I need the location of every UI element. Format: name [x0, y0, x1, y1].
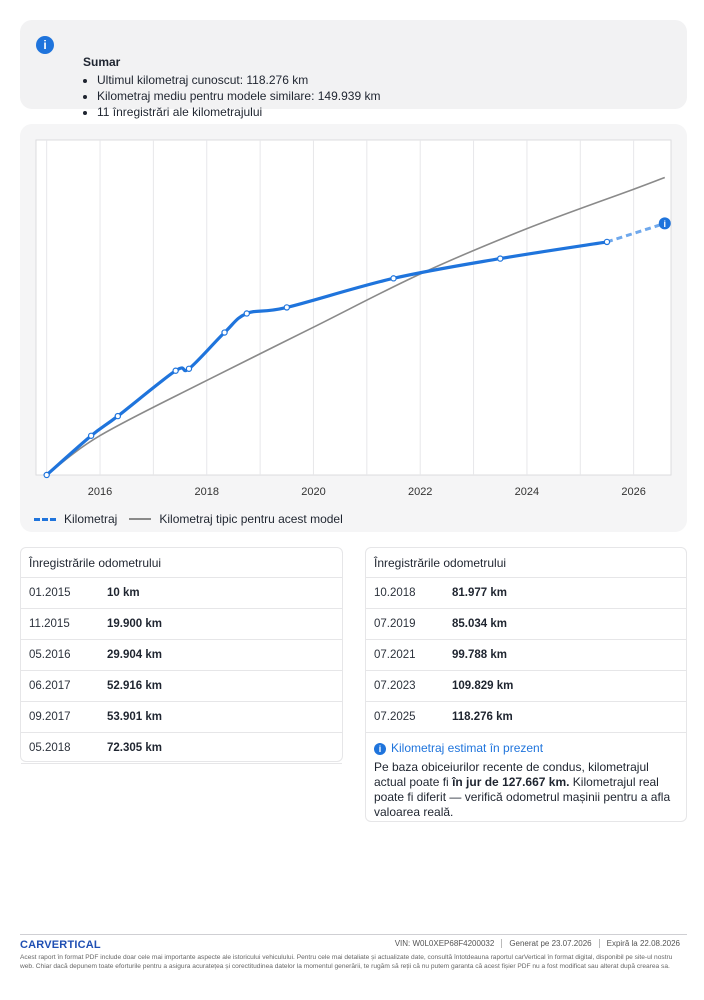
data-point — [497, 255, 504, 262]
data-point — [243, 310, 250, 317]
chart-legend: Kilometraj Kilometraj tipic pentru acest… — [34, 512, 355, 526]
record-date: 07.2023 — [374, 680, 416, 692]
table-row: 09.2017 53.901 km — [21, 702, 342, 733]
table-row: 06.2017 52.916 km — [21, 671, 342, 702]
record-date: 07.2025 — [374, 711, 416, 723]
record-date: 06.2017 — [29, 680, 71, 692]
info-icon: i — [374, 742, 386, 755]
legend-label-mileage: Kilometraj — [64, 512, 118, 526]
x-tick-label: 2022 — [408, 486, 432, 498]
record-date: 05.2016 — [29, 649, 71, 661]
record-date: 09.2017 — [29, 711, 71, 723]
table-row: 07.2021 99.788 km — [366, 640, 686, 671]
summary-item: 11 înregistrări ale kilometrajului — [97, 104, 380, 120]
table-row: 07.2023 109.829 km — [366, 671, 686, 702]
table-row: 07.2025 118.276 km — [366, 702, 686, 733]
record-date: 07.2021 — [374, 649, 416, 661]
summary-title: Sumar — [83, 55, 121, 69]
mileage-chart-card: 2016 2018 2020 2022 2024 2026 i Kilometraj Kil… — [20, 124, 687, 532]
x-tick-label: 2026 — [621, 486, 645, 498]
record-km: 72.305 km — [107, 742, 162, 754]
estimate-info-icon: i — [664, 219, 667, 229]
record-date: 07.2019 — [374, 618, 416, 630]
legend-swatch-typical — [129, 518, 152, 520]
series-line-typical — [46, 176, 666, 476]
info-icon: i — [36, 36, 54, 54]
estimate-box: i Kilometraj estimat în prezent Pe baza … — [366, 733, 686, 828]
table-row: 07.2019 85.034 km — [366, 609, 686, 640]
table-heading: Înregistrările odometrului — [366, 548, 686, 578]
disclaimer: Acest raport în format PDF include doar … — [20, 954, 673, 970]
record-km: 29.904 km — [107, 649, 162, 661]
estimate-title-row: i Kilometraj estimat în prezent — [374, 741, 678, 756]
summary-list: Ultimul kilometraj cunoscut: 118.276 km … — [83, 72, 380, 120]
data-point — [43, 471, 50, 479]
summary-item: Ultimul kilometraj cunoscut: 118.276 km — [97, 72, 380, 88]
record-km: 85.034 km — [452, 618, 507, 630]
data-point — [390, 275, 397, 282]
record-km: 10 km — [107, 587, 140, 599]
record-km: 52.916 km — [107, 680, 162, 692]
vin: VIN: W0L0XEP68F4200032 — [394, 939, 495, 948]
record-date: 01.2015 — [29, 587, 71, 599]
record-km: 99.788 km — [452, 649, 507, 661]
record-km: 81.977 km — [452, 587, 507, 599]
mileage-chart: 2016 2018 2020 2022 2024 2026 i — [35, 139, 672, 498]
legend-item-mileage: Kilometraj — [34, 512, 117, 526]
record-km: 53.901 km — [107, 711, 162, 723]
data-point — [87, 432, 95, 439]
table-row: 05.2018 72.305 km — [21, 733, 342, 764]
table-row: 01.2015 10 km — [21, 578, 342, 609]
estimate-marker — [658, 217, 671, 230]
table-row: 11.2015 19.900 km — [21, 609, 342, 640]
record-date: 05.2018 — [29, 742, 71, 754]
carvertical-logo: CARVERTICAL — [20, 939, 101, 951]
record-km: 19.900 km — [107, 618, 162, 630]
table-heading: Înregistrările odometrului — [21, 548, 342, 578]
footer: CARVERTICAL VIN: W0L0XEP68F4200032 Gener… — [20, 934, 687, 970]
x-tick-label: 2024 — [515, 486, 539, 498]
summary-box: i Sumar Ultimul kilometraj cunoscut: 118… — [20, 20, 687, 119]
report-meta: VIN: W0L0XEP68F4200032 Generat pe 23.07.… — [388, 939, 687, 948]
table-row: 10.2018 81.977 km — [366, 578, 686, 609]
estimate-text-before: Pe baza obiceiurilor recente de condus, … — [374, 760, 649, 789]
data-point — [283, 304, 290, 311]
generated-date: Generat pe 23.07.2026 — [501, 939, 598, 948]
table-row: 05.2016 29.904 km — [21, 640, 342, 671]
record-km: 118.276 km — [452, 711, 513, 723]
series-line-estimate — [606, 221, 666, 244]
x-tick-label: 2020 — [301, 486, 325, 498]
x-tick-label: 2016 — [88, 486, 112, 498]
series-line-mileage — [45, 240, 609, 477]
data-point — [185, 365, 193, 372]
x-tick-label: 2018 — [195, 486, 219, 498]
odometer-records-table-right: Înregistrările odometrului 10.2018 81.977… — [365, 547, 687, 822]
estimate-text-after: Kilometrajul real poate fi diferit — ver… — [374, 775, 671, 819]
estimate-text-bold: în jur de 127.667 km. — [452, 775, 570, 789]
record-date: 10.2018 — [374, 587, 416, 599]
summary-item: Kilometraj mediu pentru modele similare:… — [97, 88, 380, 104]
odometer-records-table-left: Înregistrările odometrului 01.2015 10 km 1… — [20, 547, 343, 764]
record-date: 11.2015 — [29, 618, 70, 630]
record-km: 109.829 km — [452, 680, 514, 692]
data-point — [114, 412, 122, 420]
legend-swatch-mileage — [34, 517, 56, 521]
legend-item-typical: Kilometraj tipic pentru acest model — [129, 512, 343, 526]
legend-label-typical: Kilometraj tipic pentru acest model — [159, 512, 343, 526]
data-point — [603, 238, 611, 246]
data-point — [221, 329, 228, 336]
expiry-date: Expiră la 22.08.2026 — [598, 939, 687, 948]
data-point — [172, 367, 179, 374]
estimate-title: Kilometraj estimat în prezent — [391, 741, 544, 755]
estimate-text: Pe baza obiceiurilor recente de condus, … — [374, 760, 678, 820]
